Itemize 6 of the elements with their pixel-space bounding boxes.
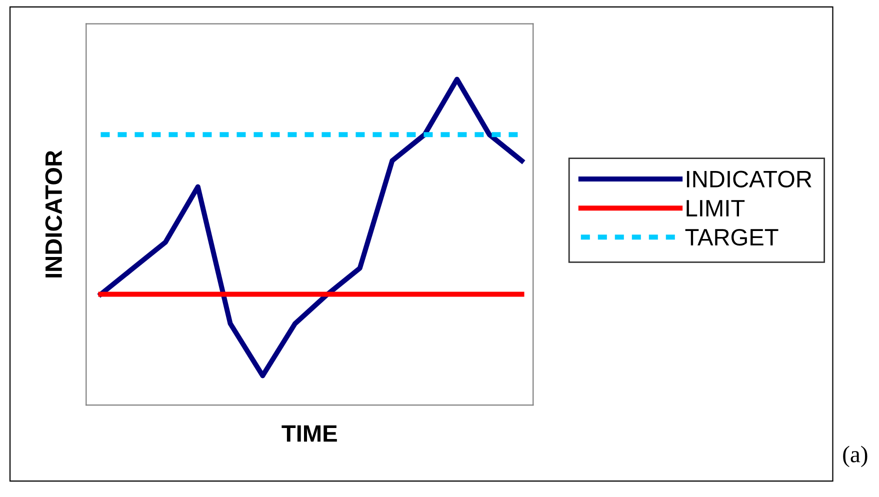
text: (a) <box>843 446 868 468</box>
legend-label: TARGET <box>685 228 778 246</box>
legend-label: LIMIT <box>686 200 745 216</box>
x-axis-title: TIME <box>282 425 337 442</box>
y-axis-title: INDICATOR <box>45 150 62 278</box>
legend-label: INDICATOR <box>686 170 812 188</box>
